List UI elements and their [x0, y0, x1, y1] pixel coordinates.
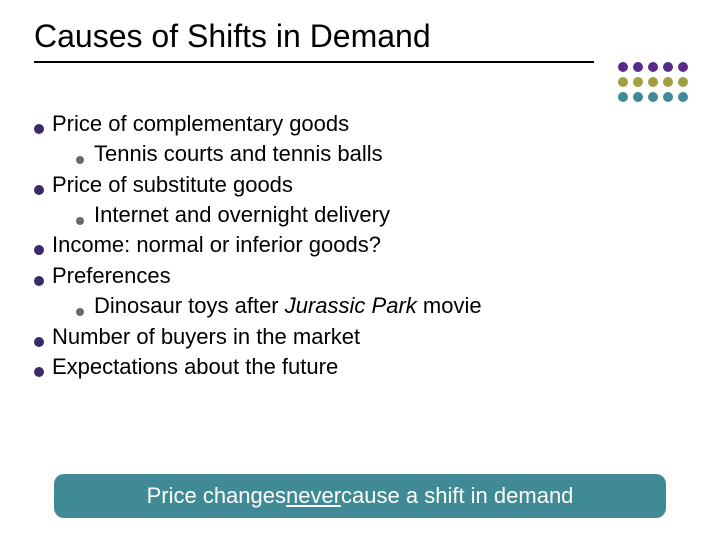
list-item-text: Price of substitute goods: [52, 170, 293, 200]
slide-title: Causes of Shifts in Demand: [34, 18, 686, 55]
list-item-text: Preferences: [52, 261, 171, 291]
list-item: Income: normal or inferior goods?: [34, 230, 686, 260]
callout-suffix: cause a shift in demand: [341, 483, 573, 509]
callout-prefix: Price changes: [147, 483, 286, 509]
list-item: Price of substitute goods: [34, 170, 686, 200]
bullet-icon: [76, 156, 84, 164]
dot-icon: [633, 77, 643, 87]
dot-icon: [648, 62, 658, 72]
callout-emphasis: never: [286, 483, 341, 509]
list-item-text: Price of complementary goods: [52, 109, 349, 139]
list-item: Preferences: [34, 261, 686, 291]
list-item-text: Number of buyers in the market: [52, 322, 360, 352]
bullet-icon: [34, 245, 44, 255]
callout-box: Price changes never cause a shift in dem…: [54, 474, 666, 518]
dot-icon: [678, 92, 688, 102]
list-item-text: Expectations about the future: [52, 352, 338, 382]
bullet-icon: [34, 124, 44, 134]
list-item: Number of buyers in the market: [34, 322, 686, 352]
bullet-list: Price of complementary goodsTennis court…: [34, 109, 686, 382]
list-item-text: Income: normal or inferior goods?: [52, 230, 381, 260]
bullet-icon: [76, 217, 84, 225]
bullet-icon: [34, 367, 44, 377]
list-subitem-text: Dinosaur toys after Jurassic Park movie: [94, 291, 482, 321]
bullet-icon: [34, 337, 44, 347]
list-subitem: Tennis courts and tennis balls: [76, 139, 686, 169]
dot-icon: [663, 62, 673, 72]
bullet-icon: [34, 276, 44, 286]
list-subitem-text: Internet and overnight delivery: [94, 200, 390, 230]
title-underline: [34, 61, 594, 63]
list-subitem-text: Tennis courts and tennis balls: [94, 139, 383, 169]
dot-icon: [663, 92, 673, 102]
dot-icon: [633, 92, 643, 102]
dot-icon: [678, 62, 688, 72]
bullet-icon: [34, 185, 44, 195]
decorative-dots: [618, 62, 690, 104]
dot-icon: [663, 77, 673, 87]
list-item: Expectations about the future: [34, 352, 686, 382]
dot-icon: [618, 62, 628, 72]
dot-icon: [618, 77, 628, 87]
bullet-icon: [76, 308, 84, 316]
list-subitem: Internet and overnight delivery: [76, 200, 686, 230]
slide: Causes of Shifts in Demand Price of comp…: [0, 0, 720, 540]
dot-icon: [633, 62, 643, 72]
dot-icon: [648, 92, 658, 102]
list-subitem: Dinosaur toys after Jurassic Park movie: [76, 291, 686, 321]
list-item: Price of complementary goods: [34, 109, 686, 139]
dot-icon: [618, 92, 628, 102]
dot-icon: [648, 77, 658, 87]
dot-icon: [678, 77, 688, 87]
